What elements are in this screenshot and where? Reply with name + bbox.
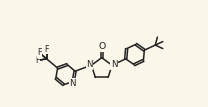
Text: N: N bbox=[111, 60, 118, 69]
Text: F: F bbox=[44, 45, 49, 54]
Text: F: F bbox=[37, 48, 42, 57]
Text: N: N bbox=[86, 60, 93, 69]
Text: O: O bbox=[98, 42, 105, 51]
Text: F: F bbox=[35, 56, 40, 65]
Text: N: N bbox=[70, 79, 76, 88]
